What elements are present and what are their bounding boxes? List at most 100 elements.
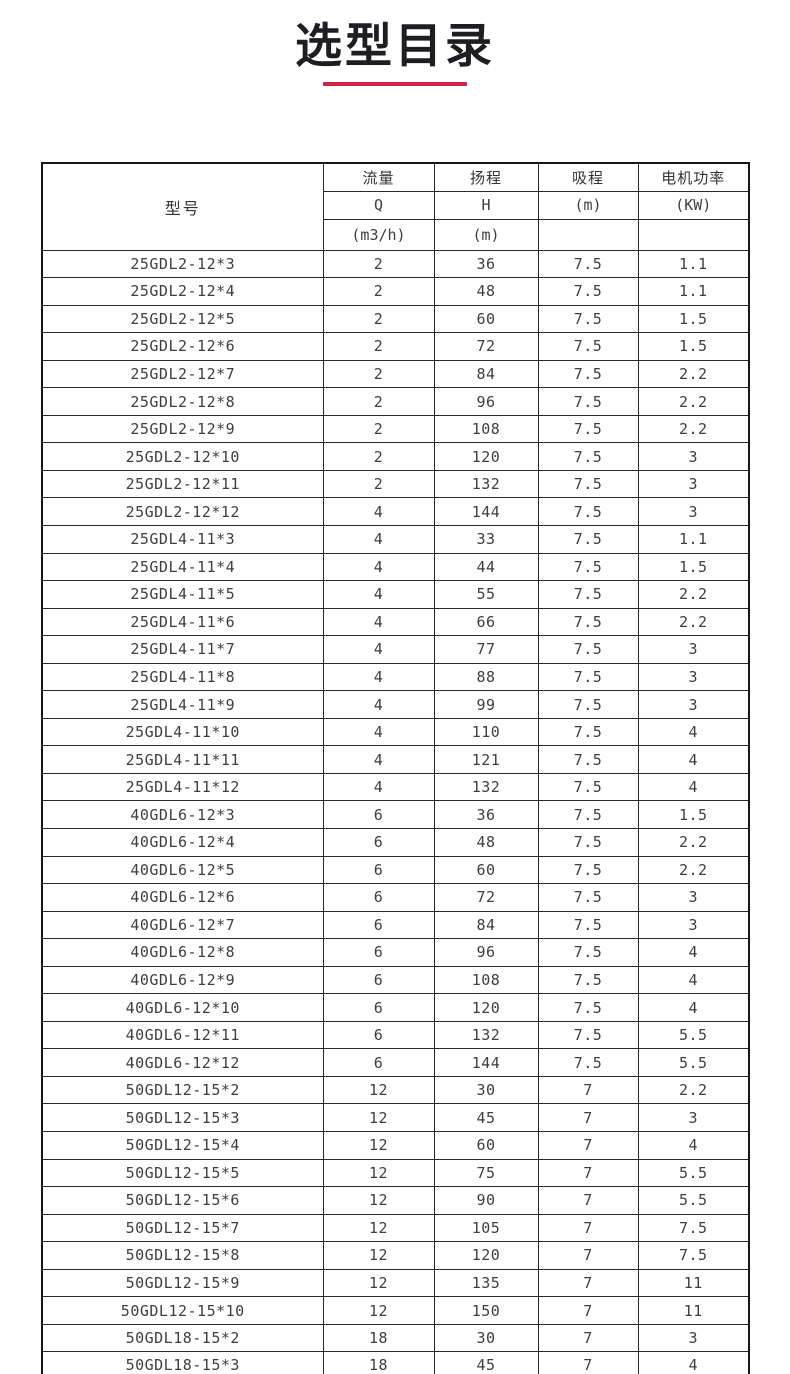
table-row: 25GDL2-12*12 4 144 7.5 3 <box>41 497 750 526</box>
cell-suction: 7.5 <box>537 827 639 857</box>
header-flow-title: 流量 <box>322 162 435 192</box>
cell-head: 132 <box>433 469 539 499</box>
cell-power: 2.2 <box>637 827 750 857</box>
cell-head: 45 <box>433 1103 539 1132</box>
cell-model: 25GDL2-12*3 <box>41 249 324 279</box>
table-row: 25GDL2-12*5 2 60 7.5 1.5 <box>41 304 750 334</box>
table-row: 25GDL2-12*11 2 132 7.5 3 <box>41 469 750 499</box>
cell-suction: 7 <box>537 1296 639 1325</box>
cell-power: 2.2 <box>637 387 750 416</box>
cell-suction: 7.5 <box>537 442 639 471</box>
cell-head: 132 <box>433 1020 539 1050</box>
cell-head: 75 <box>433 1158 539 1188</box>
cell-power: 5.5 <box>637 1048 750 1077</box>
cell-suction: 7 <box>537 1351 639 1374</box>
table-row: 50GDL12-15*6 12 90 7 5.5 <box>41 1186 750 1215</box>
cell-suction: 7.5 <box>537 800 639 829</box>
cell-model: 25GDL2-12*4 <box>41 277 324 306</box>
cell-model: 25GDL2-12*9 <box>41 414 324 444</box>
header-suction-unit: (m) <box>537 190 639 220</box>
cell-power: 5.5 <box>637 1020 750 1050</box>
cell-flow: 2 <box>322 277 435 306</box>
table-row: 40GDL6-12*11 6 132 7.5 5.5 <box>41 1020 750 1050</box>
cell-power: 4 <box>637 717 750 747</box>
cell-power: 7.5 <box>637 1213 750 1243</box>
table-row: 50GDL12-15*8 12 120 7 7.5 <box>41 1241 750 1270</box>
cell-power: 4 <box>637 745 750 774</box>
table-row: 50GDL12-15*9 12 135 7 11 <box>41 1268 750 1298</box>
header-power-blank <box>637 218 750 251</box>
cell-power: 1.1 <box>637 277 750 306</box>
table-row: 25GDL2-12*7 2 84 7.5 2.2 <box>41 359 750 389</box>
cell-flow: 6 <box>322 1048 435 1077</box>
cell-power: 4 <box>637 965 750 995</box>
cell-flow: 2 <box>322 249 435 279</box>
cell-power: 3 <box>637 1323 750 1353</box>
cell-flow: 6 <box>322 827 435 857</box>
cell-head: 110 <box>433 717 539 747</box>
header-flow-symbol: Q <box>322 190 435 220</box>
cell-power: 3 <box>637 910 750 940</box>
cell-power: 2.2 <box>637 414 750 444</box>
cell-head: 120 <box>433 993 539 1022</box>
cell-flow: 18 <box>322 1323 435 1353</box>
cell-flow: 2 <box>322 414 435 444</box>
cell-power: 3 <box>637 442 750 471</box>
cell-head: 132 <box>433 772 539 802</box>
cell-head: 108 <box>433 414 539 444</box>
cell-suction: 7.5 <box>537 580 639 609</box>
cell-suction: 7.5 <box>537 690 639 719</box>
cell-head: 108 <box>433 965 539 995</box>
cell-head: 60 <box>433 855 539 885</box>
cell-flow: 12 <box>322 1268 435 1298</box>
cell-head: 90 <box>433 1186 539 1215</box>
cell-flow: 2 <box>322 332 435 361</box>
cell-power: 1.5 <box>637 800 750 829</box>
cell-head: 72 <box>433 332 539 361</box>
cell-power: 5.5 <box>637 1186 750 1215</box>
cell-flow: 12 <box>322 1186 435 1215</box>
cell-suction: 7.5 <box>537 359 639 389</box>
cell-suction: 7 <box>537 1158 639 1188</box>
header-model: 型号 <box>41 162 324 251</box>
table-row: 25GDL4-11*6 4 66 7.5 2.2 <box>41 607 750 637</box>
cell-suction: 7.5 <box>537 524 639 554</box>
cell-model: 25GDL4-11*10 <box>41 717 324 747</box>
table-row: 25GDL2-12*4 2 48 7.5 1.1 <box>41 277 750 306</box>
cell-model: 25GDL2-12*12 <box>41 497 324 526</box>
cell-model: 50GDL12-15*3 <box>41 1103 324 1132</box>
cell-model: 40GDL6-12*11 <box>41 1020 324 1050</box>
cell-model: 25GDL4-11*7 <box>41 635 324 664</box>
cell-flow: 2 <box>322 387 435 416</box>
cell-model: 50GDL12-15*5 <box>41 1158 324 1188</box>
cell-flow: 12 <box>322 1296 435 1325</box>
cell-power: 4 <box>637 993 750 1022</box>
cell-model: 25GDL2-12*10 <box>41 442 324 471</box>
cell-flow: 4 <box>322 607 435 637</box>
cell-model: 25GDL4-11*8 <box>41 662 324 692</box>
cell-head: 33 <box>433 524 539 554</box>
table-row: 25GDL4-11*3 4 33 7.5 1.1 <box>41 524 750 554</box>
cell-model: 50GDL12-15*6 <box>41 1186 324 1215</box>
cell-suction: 7 <box>537 1186 639 1215</box>
cell-head: 45 <box>433 1351 539 1374</box>
table-row: 40GDL6-12*3 6 36 7.5 1.5 <box>41 800 750 829</box>
cell-suction: 7.5 <box>537 387 639 416</box>
cell-power: 2.2 <box>637 855 750 885</box>
cell-flow: 18 <box>322 1351 435 1374</box>
cell-model: 40GDL6-12*9 <box>41 965 324 995</box>
cell-head: 55 <box>433 580 539 609</box>
cell-power: 3 <box>637 883 750 912</box>
cell-head: 77 <box>433 635 539 664</box>
cell-power: 3 <box>637 469 750 499</box>
table-header: 型号 流量 扬程 吸程 电机功率 Q H (m) (KW) (m3/h) (m) <box>41 162 750 251</box>
table-row: 40GDL6-12*9 6 108 7.5 4 <box>41 965 750 995</box>
cell-flow: 12 <box>322 1131 435 1160</box>
cell-flow: 4 <box>322 745 435 774</box>
cell-head: 30 <box>433 1323 539 1353</box>
cell-head: 84 <box>433 910 539 940</box>
cell-model: 25GDL4-11*12 <box>41 772 324 802</box>
header-head-symbol: H <box>433 190 539 220</box>
cell-model: 50GDL18-15*3 <box>41 1351 324 1374</box>
